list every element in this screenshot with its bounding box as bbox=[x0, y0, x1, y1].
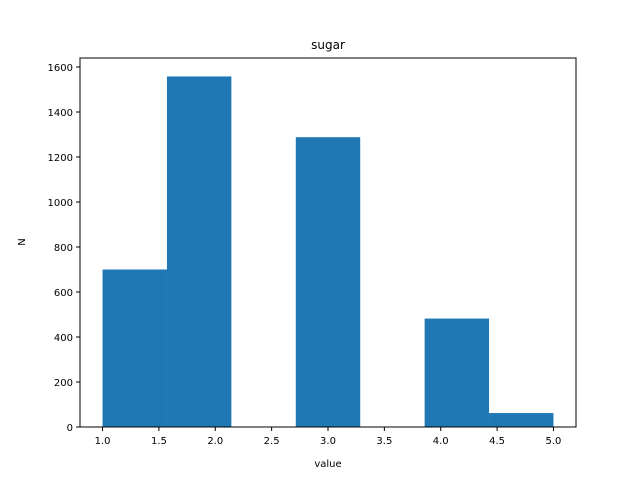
y-tick-label: 1400 bbox=[48, 108, 73, 119]
x-tick-label: 3.5 bbox=[376, 436, 392, 447]
histogram-bar-0 bbox=[102, 269, 167, 427]
y-tick-label: 400 bbox=[54, 333, 73, 344]
y-tick-label: 1000 bbox=[48, 198, 73, 209]
x-tick-label: 5.0 bbox=[546, 436, 562, 447]
histogram-bar-6 bbox=[489, 413, 554, 427]
x-tick-label: 1.5 bbox=[151, 436, 167, 447]
x-tick-label: 2.5 bbox=[264, 436, 280, 447]
y-tick-label: 0 bbox=[67, 423, 73, 434]
chart-title: sugar bbox=[311, 38, 345, 52]
y-tick-label: 1600 bbox=[48, 63, 73, 74]
y-tick-label: 800 bbox=[54, 243, 73, 254]
x-tick-label: 1.0 bbox=[95, 436, 111, 447]
y-tick-label: 200 bbox=[54, 378, 73, 389]
x-axis-ticks: 1.0 1.5 2.0 2.5 3.0 3.5 4.0 4.5 5.0 bbox=[95, 427, 562, 447]
histogram-bar-1 bbox=[166, 76, 232, 427]
histogram-bar-3 bbox=[295, 137, 361, 427]
y-axis-ticks: 0 200 400 600 800 1000 1200 1400 1600 bbox=[48, 63, 80, 434]
y-tick-label: 600 bbox=[54, 288, 73, 299]
x-axis-label: value bbox=[314, 459, 341, 470]
y-axis-label: N bbox=[17, 238, 28, 245]
x-tick-label: 4.5 bbox=[489, 436, 505, 447]
x-tick-label: 4.0 bbox=[433, 436, 449, 447]
y-tick-label: 1200 bbox=[48, 153, 73, 164]
x-tick-label: 3.0 bbox=[320, 436, 336, 447]
histogram-bar-5 bbox=[424, 318, 490, 427]
bars-group bbox=[102, 76, 554, 427]
x-tick-label: 2.0 bbox=[207, 436, 223, 447]
